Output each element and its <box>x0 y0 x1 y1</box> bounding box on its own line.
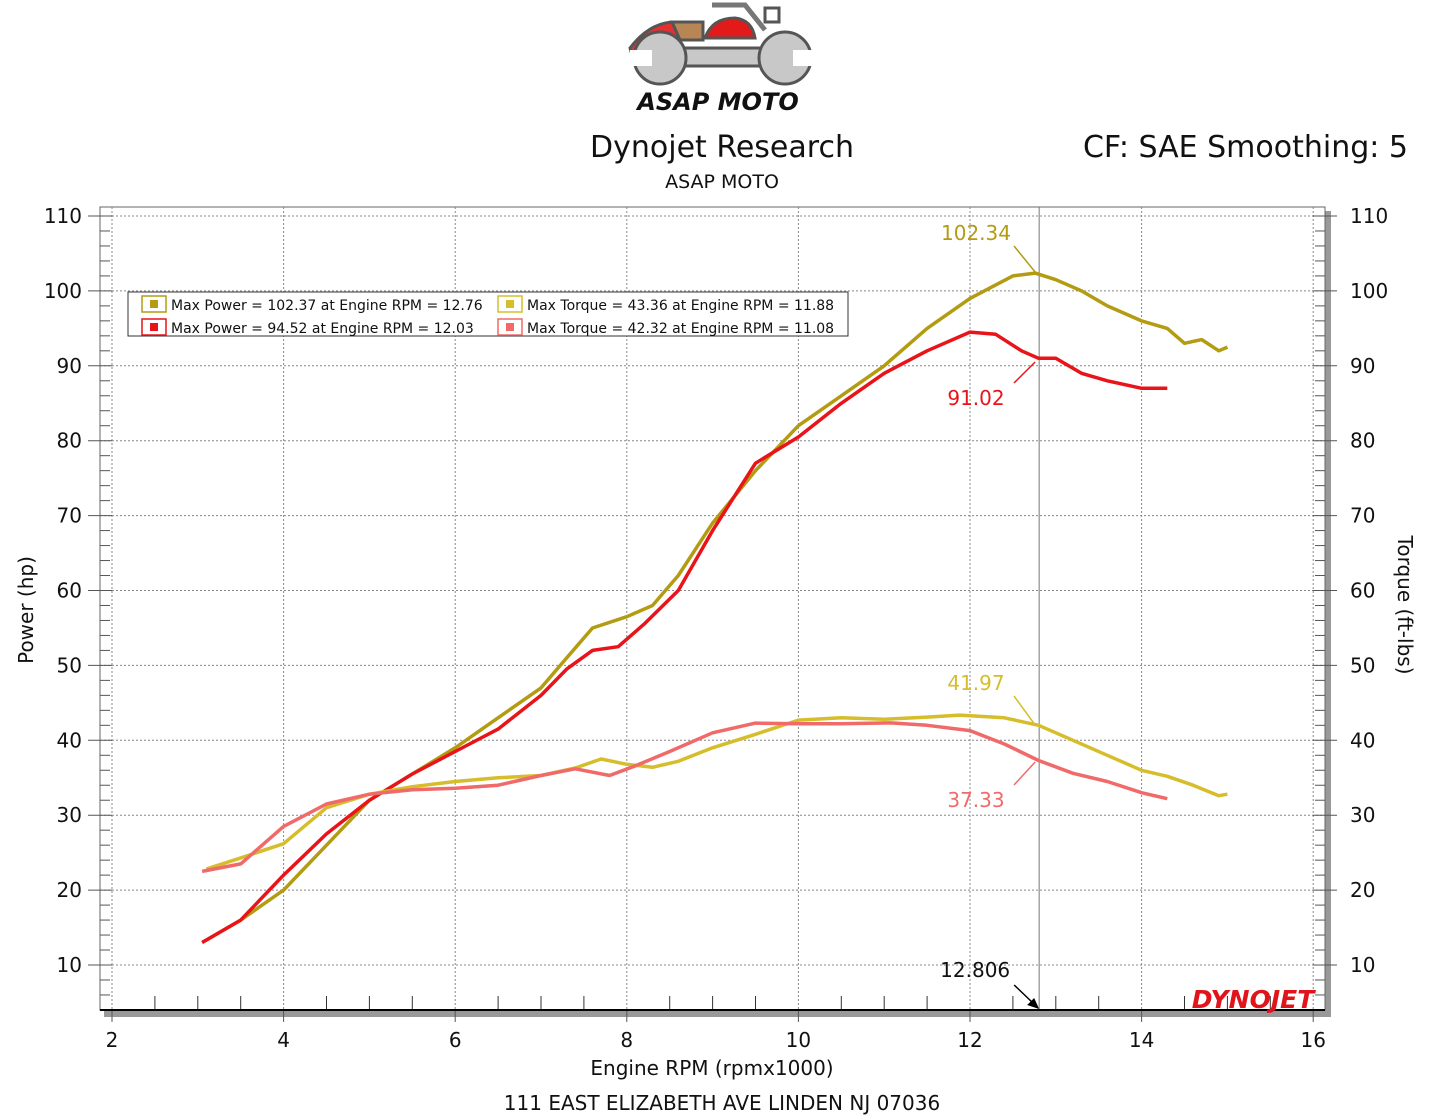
cursor-value-1: 102.34 <box>941 221 1011 245</box>
legend-entry: Max Torque = 42.32 at Engine RPM = 11.08 <box>527 321 834 337</box>
series-lines <box>201 271 1229 945</box>
legend-swatch <box>506 300 514 308</box>
y2-tick-label: 70 <box>1350 504 1375 528</box>
correction-factor-label: CF: SAE Smoothing: 5 <box>1083 130 1408 165</box>
cursor-value-3: 41.97 <box>947 671 1004 695</box>
y-tick-label: 70 <box>57 504 82 528</box>
x-tick-label: 14 <box>1129 1028 1154 1052</box>
annotations: 12.806 102.34 91.02 41.97 37.33 <box>940 221 1040 1009</box>
y2-tick-label: 10 <box>1350 953 1375 977</box>
asap-moto-logo: ASAP MOTO <box>628 2 815 116</box>
y-tick-label: 30 <box>57 803 82 827</box>
y2-tick-label: 50 <box>1350 653 1375 677</box>
axis-ticks <box>88 215 1337 1022</box>
x-tick-label: 12 <box>957 1028 982 1052</box>
y2-tick-label: 110 <box>1350 204 1388 228</box>
y-tick-label: 110 <box>44 204 82 228</box>
legend-swatch <box>150 300 158 308</box>
y-tick-label: 60 <box>57 579 82 603</box>
legend-swatch <box>506 323 514 331</box>
cursor-value-2: 91.02 <box>947 386 1004 410</box>
y2-tick-label: 20 <box>1350 878 1375 902</box>
x-tick-label: 6 <box>449 1028 462 1052</box>
tick-labels: 2 4 6 8 10 12 14 16 10 10 20 20 30 30 40 40 50 50 60 60 70 70… <box>44 204 1388 1052</box>
cursor-arrowhead <box>1027 998 1040 1009</box>
cursor-value-arrow <box>1013 761 1036 786</box>
legend-entry: Max Power = 102.37 at Engine RPM = 12.76 <box>171 298 483 314</box>
x-tick-label: 8 <box>620 1028 633 1052</box>
y2-tick-label: 100 <box>1350 279 1388 303</box>
legend-swatch <box>150 323 158 331</box>
grid <box>100 207 1325 1010</box>
y-tick-label: 90 <box>57 354 82 378</box>
legend-entry: Max Torque = 43.36 at Engine RPM = 11.88 <box>527 298 834 314</box>
y-axis-label: Power (hp) <box>14 556 38 664</box>
y2-tick-label: 80 <box>1350 429 1375 453</box>
y2-axis-label: Torque (ft-lbs) <box>1393 535 1417 675</box>
x-tick-label: 16 <box>1300 1028 1325 1052</box>
y-tick-label: 40 <box>57 728 82 752</box>
y-tick-label: 80 <box>57 429 82 453</box>
y2-tick-label: 60 <box>1350 579 1375 603</box>
legend: Max Power = 102.37 at Engine RPM = 12.76… <box>127 291 849 337</box>
series-line-3 <box>205 713 1228 871</box>
y2-tick-label: 30 <box>1350 803 1375 827</box>
plot-area <box>99 206 1326 1011</box>
dynojet-logo: DYNOJET <box>1192 985 1316 1014</box>
cursor-value-arrow <box>1013 695 1036 726</box>
x-tick-label: 10 <box>786 1028 811 1052</box>
y-tick-label: 20 <box>57 878 82 902</box>
y2-tick-label: 90 <box>1350 354 1375 378</box>
y-tick-label: 10 <box>57 953 82 977</box>
x-tick-label: 4 <box>277 1028 290 1052</box>
chart-subtitle: ASAP MOTO <box>665 171 779 193</box>
cursor-value-arrow <box>1013 245 1036 273</box>
y2-tick-label: 40 <box>1350 728 1375 752</box>
x-axis-label: Engine RPM (rpmx1000) <box>590 1056 833 1080</box>
legend-entry: Max Power = 94.52 at Engine RPM = 12.03 <box>171 321 474 337</box>
y-tick-label: 50 <box>57 653 82 677</box>
x-tick-label: 2 <box>106 1028 119 1052</box>
cursor-value-label: 12.806 <box>940 958 1010 982</box>
y-tick-label: 100 <box>44 279 82 303</box>
chart-title: Dynojet Research <box>590 130 854 165</box>
footer-address: 111 EAST ELIZABETH AVE LINDEN NJ 07036 <box>504 1091 940 1115</box>
cursor-value-arrow <box>1013 361 1036 384</box>
series-line-2 <box>201 330 1168 945</box>
logo-text: ASAP MOTO <box>635 88 798 116</box>
series-line-4 <box>201 721 1168 874</box>
cursor-value-4: 37.33 <box>947 788 1004 812</box>
